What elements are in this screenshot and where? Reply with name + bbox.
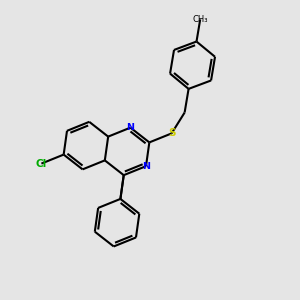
Text: S: S xyxy=(168,128,175,138)
Text: Cl: Cl xyxy=(35,159,46,169)
Text: CH₃: CH₃ xyxy=(193,15,208,24)
Text: N: N xyxy=(126,123,134,132)
Text: N: N xyxy=(142,162,150,171)
